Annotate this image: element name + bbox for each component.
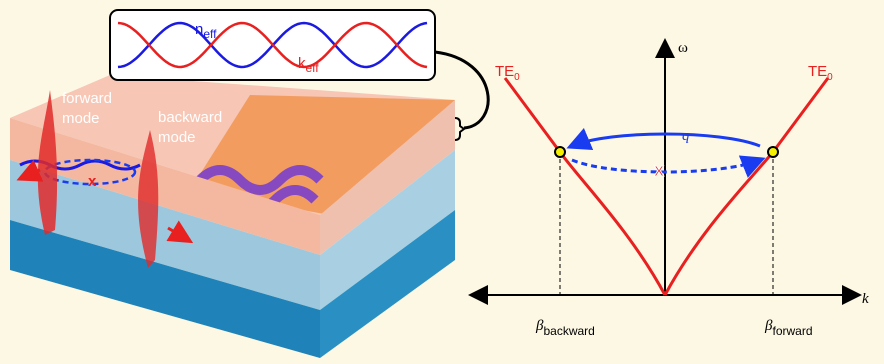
forward-label: forward	[62, 90, 112, 107]
y-axis-label: ω	[678, 40, 688, 56]
inset: neff keff	[110, 10, 435, 80]
coupling-label: q	[682, 128, 690, 144]
forward-label: mode	[62, 110, 100, 127]
svg-text:X: X	[654, 163, 664, 180]
figure: x forward mode backward mode neff keff ω…	[0, 0, 884, 364]
backward-label: mode	[158, 129, 196, 146]
x-axis-label: k	[862, 291, 869, 307]
backward-label: backward	[158, 109, 222, 126]
svg-text:x: x	[88, 173, 97, 190]
